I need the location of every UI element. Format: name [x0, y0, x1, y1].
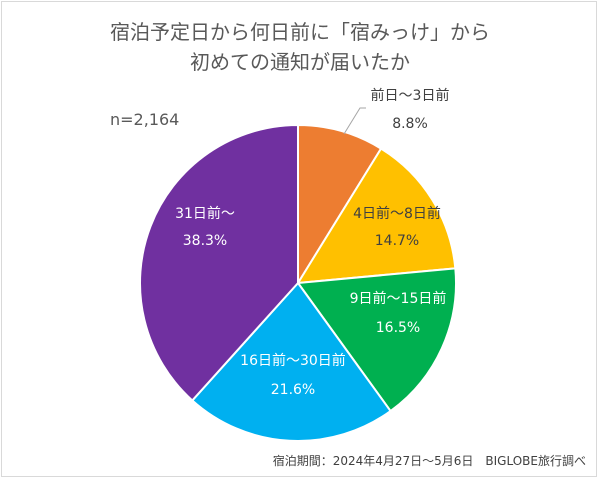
- slice-label: 前日～3日前: [371, 87, 450, 104]
- pie-slice: [296, 147, 457, 285]
- chart-title-line2: 初めての通知が届いたか: [190, 50, 410, 74]
- slice-value-label: 21.6%: [271, 382, 315, 398]
- slice-value-label: 16.5%: [376, 320, 420, 336]
- slice-value-label: 14.7%: [375, 233, 419, 249]
- slice-value-label: 8.8%: [392, 116, 428, 132]
- sample-size: n=2,164: [110, 110, 180, 129]
- footnote: 宿泊期間：2024年4月27日～5月6日 BIGLOBE旅行調べ: [272, 454, 586, 468]
- pie-slice: [297, 123, 383, 287]
- leader-line: [343, 107, 366, 135]
- chart-title-line1: 宿泊予定日から何日前に「宿みっけ」から: [110, 20, 490, 44]
- pie-slice: [190, 281, 392, 442]
- pie-slice: [296, 267, 457, 413]
- slice-value-label: 38.3%: [183, 233, 227, 249]
- pie-slice: [139, 123, 299, 402]
- slice-label: 31日前～: [175, 205, 235, 222]
- slice-label: 16日前～30日前: [240, 352, 346, 369]
- slice-label: 9日前～15日前: [350, 290, 447, 307]
- slice-label: 4日前～8日前: [353, 205, 441, 222]
